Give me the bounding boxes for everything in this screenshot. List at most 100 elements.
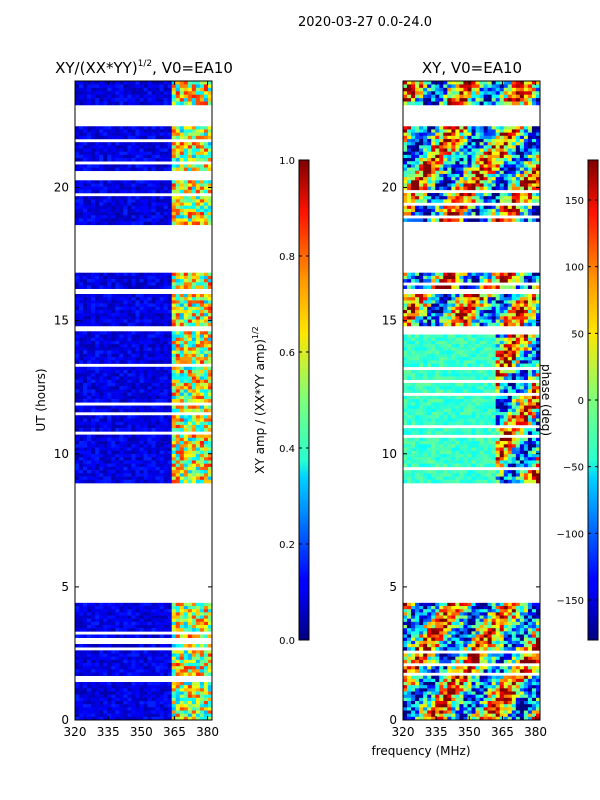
heatmap-cell (123, 357, 128, 361)
heatmap-cell (427, 666, 432, 670)
heatmap-cell (179, 205, 185, 210)
heatmap-cell (207, 450, 212, 455)
heatmap-cell (475, 621, 480, 626)
heatmap-cell (187, 98, 193, 102)
heatmap-cell (95, 453, 100, 458)
heatmap-cell (179, 473, 185, 477)
heatmap-cell (191, 669, 197, 673)
heatmap-cell (139, 682, 144, 686)
heatmap-cell (79, 625, 84, 629)
heatmap-cell (155, 84, 160, 89)
heatmap-cell (207, 205, 212, 210)
heatmap-cell (467, 618, 472, 623)
heatmap-cell (443, 602, 448, 607)
heatmap-cell (143, 682, 148, 686)
heatmap-cell (123, 618, 128, 623)
heatmap-cell (415, 685, 420, 689)
heatmap-cell (87, 450, 92, 455)
heatmap-cell (515, 669, 521, 673)
heatmap-cell (75, 710, 80, 714)
heatmap-cell (435, 669, 440, 673)
heatmap-cell (95, 615, 100, 619)
heatmap-cell (207, 463, 212, 468)
heatmap-cell (491, 656, 497, 661)
heatmap-cell (195, 91, 201, 95)
heatmap-cell (139, 704, 144, 708)
heatmap-cell (167, 306, 173, 311)
heatmap-cell (447, 609, 452, 613)
heatmap-cell (459, 634, 464, 638)
heatmap-cell (467, 666, 472, 670)
heatmap-cell (447, 656, 452, 661)
heatmap-cell (203, 618, 209, 623)
heatmap-cell (167, 672, 173, 676)
heatmap-cell (103, 360, 108, 364)
heatmap-cell (135, 453, 140, 458)
heatmap-cell (83, 151, 88, 156)
heatmap-cell (203, 392, 209, 397)
heatmap-cell (111, 309, 116, 314)
heatmap-cell (507, 637, 513, 642)
heatmap-cell (531, 634, 537, 638)
heatmap-cell (191, 382, 197, 387)
heatmap-cell (175, 334, 181, 339)
heatmap-cell (183, 297, 189, 301)
heatmap-cell (87, 180, 92, 184)
heatmap-cell (151, 408, 156, 413)
heatmap-cell (183, 148, 189, 152)
heatmap-cell (183, 428, 189, 432)
heatmap-cell (435, 628, 440, 632)
heatmap-cell (167, 309, 173, 314)
heatmap-cell (159, 319, 164, 324)
heatmap-cell (479, 675, 484, 680)
heatmap-cell (99, 142, 104, 146)
heatmap-cell (107, 300, 112, 304)
heatmap-cell (187, 669, 193, 673)
heatmap-cell (199, 199, 205, 203)
heatmap-cell (151, 167, 156, 172)
heatmap-cell (111, 606, 116, 610)
heatmap-cell (171, 466, 177, 471)
heatmap-cell (95, 353, 100, 358)
heatmap-cell (419, 621, 424, 626)
heatmap-cell (75, 142, 80, 146)
heatmap-cell (123, 405, 128, 410)
heatmap-cell (411, 656, 416, 661)
heatmap-cell (507, 685, 513, 689)
heatmap-cell (407, 631, 412, 635)
heatmap-cell (187, 424, 193, 429)
heatmap-cell (147, 366, 152, 371)
heatmap-cell (511, 618, 517, 623)
heatmap-cell (199, 84, 205, 89)
heatmap-cell (151, 316, 156, 320)
heatmap-cell (111, 81, 116, 85)
heatmap-cell (195, 460, 201, 464)
heatmap-cell (147, 386, 152, 390)
heatmap-cell (143, 434, 148, 439)
heatmap-cell (91, 628, 96, 632)
heatmap-cell (151, 399, 156, 403)
heatmap-cell (111, 428, 116, 432)
heatmap-cell (171, 180, 177, 184)
heatmap-cell (135, 408, 140, 413)
heatmap-cell (131, 386, 136, 390)
heatmap-cell (199, 101, 205, 106)
heatmap-cell (523, 659, 529, 664)
heatmap-cell (195, 710, 201, 714)
heatmap-cell (95, 275, 100, 280)
heatmap-cell (407, 669, 412, 673)
heatmap-cell (439, 675, 444, 680)
heatmap-cell (75, 215, 80, 219)
heatmap-cell (167, 476, 173, 481)
heatmap-cell (123, 215, 128, 219)
heatmap-cell (131, 91, 136, 95)
heatmap-cell (171, 447, 177, 452)
heatmap-cell (495, 659, 501, 664)
heatmap-cell (151, 470, 156, 474)
heatmap-cell (87, 625, 92, 629)
heatmap-cell (479, 685, 484, 689)
heatmap-cell (207, 618, 212, 623)
heatmap-cell (131, 392, 136, 397)
heatmap-cell (443, 666, 448, 670)
heatmap-cell (523, 640, 529, 645)
